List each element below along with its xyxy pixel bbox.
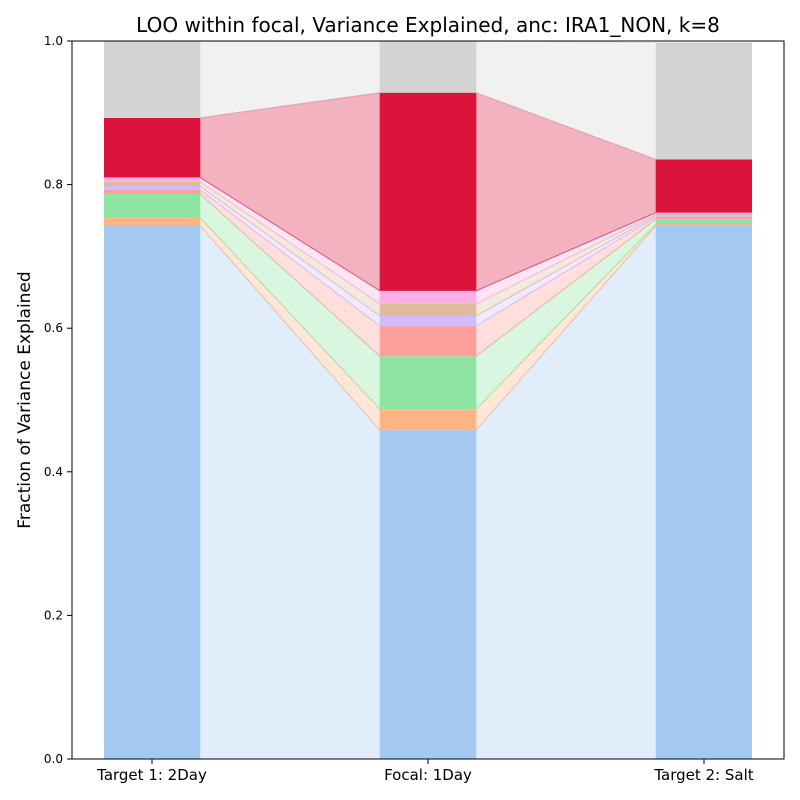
bar-segment-series-3-cat-2 [380,356,476,410]
bar-segment-series-7-cat-3 [656,212,752,215]
x-category-label-2: Target 2: Salt [653,766,753,784]
bar-segment-series-3-cat-1 [104,193,200,218]
y-tick-label-4: 0.8 [44,178,63,192]
x-axis-ticks: Target 1: 2Day Focal: 1Day Target 2: Salt [96,759,754,784]
bar-segment-series-4-cat-3 [656,216,752,220]
bar-segment-series-7-cat-2 [380,290,476,304]
bar-segment-series-2-cat-2 [380,409,476,431]
y-axis-label: Fraction of Variance Explained [15,271,35,528]
y-axis-ticks: 0.0 0.2 0.4 0.6 0.8 1.0 [44,34,72,766]
bar-segment-series-8-cat-3 [656,159,752,213]
y-tick-label-3: 0.6 [44,321,63,335]
bar-segment-series-8-cat-1 [104,117,200,178]
bar-segment-series-6-cat-1 [104,181,200,187]
y-tick-label-1: 0.2 [44,608,63,622]
connecting-bands [199,40,657,760]
bar-segment-series-1-cat-1 [104,225,200,759]
bar-segment-series-9-cat-3 [656,42,752,160]
bar-segment-series-6-cat-2 [380,303,476,316]
bar-segment-series-4-cat-1 [104,189,200,194]
bar-segment-series-7-cat-1 [104,177,200,182]
bar-segment-series-1-cat-2 [380,430,476,759]
bar-segment-series-5-cat-3 [656,215,752,217]
x-category-label-0: Target 1: 2Day [96,766,207,784]
bar-segment-series-9-cat-1 [104,41,200,118]
y-tick-label-0: 0.0 [44,752,63,766]
bar-segment-series-8-cat-2 [380,92,476,291]
bar-segment-series-9-cat-2 [380,41,476,93]
bar-segment-series-2-cat-3 [656,224,752,226]
bar-segment-series-5-cat-2 [380,315,476,327]
bar-segment-series-3-cat-3 [656,219,752,225]
y-tick-label-2: 0.4 [44,465,63,479]
bar-segment-series-2-cat-1 [104,217,200,226]
y-tick-label-5: 1.0 [44,34,63,48]
bar-segment-series-1-cat-3 [656,225,752,759]
bar-segment-series-6-cat-3 [656,214,752,216]
bar-segment-series-5-cat-1 [104,186,200,190]
x-category-label-1: Focal: 1Day [384,766,472,784]
chart-title: LOO within focal, Variance Explained, an… [136,13,720,37]
bar-segment-series-4-cat-2 [380,326,476,357]
bars [104,41,752,759]
